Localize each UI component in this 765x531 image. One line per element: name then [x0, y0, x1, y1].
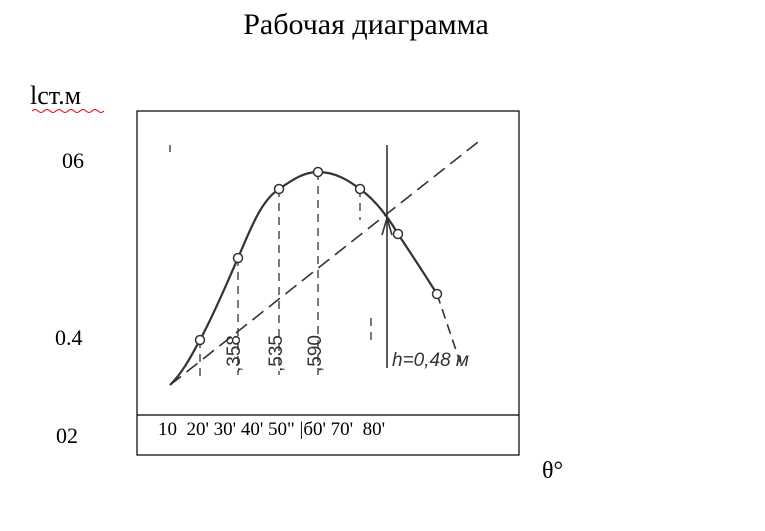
- value-label: ,590: [305, 335, 326, 372]
- point: [312, 166, 324, 178]
- frame: [136, 110, 520, 456]
- spell-underline: [31, 109, 105, 113]
- title: Рабочая диаграмма: [243, 8, 489, 41]
- plot: [169, 141, 479, 386]
- height-label: h=0,48 м: [392, 350, 469, 371]
- point: [194, 334, 206, 346]
- point: [232, 252, 244, 264]
- curve-tail: [436, 293, 461, 363]
- y-label: 06: [62, 148, 84, 173]
- y-label: 0.4: [55, 325, 83, 350]
- dashed-line: [169, 141, 479, 386]
- x-labels: 10 20' 30' 40' 50" |б0' 70' 80': [158, 419, 385, 440]
- x-axis-label: θ°: [542, 458, 563, 484]
- y-label: 02: [56, 423, 78, 448]
- point: [392, 228, 404, 240]
- point: [354, 183, 366, 195]
- value-label: ,358: [224, 335, 245, 372]
- point: [431, 288, 443, 300]
- arrow: [381, 215, 393, 236]
- value-label: ,535: [266, 335, 287, 372]
- y-axis-label: lст.м: [30, 81, 81, 110]
- point: [273, 183, 285, 195]
